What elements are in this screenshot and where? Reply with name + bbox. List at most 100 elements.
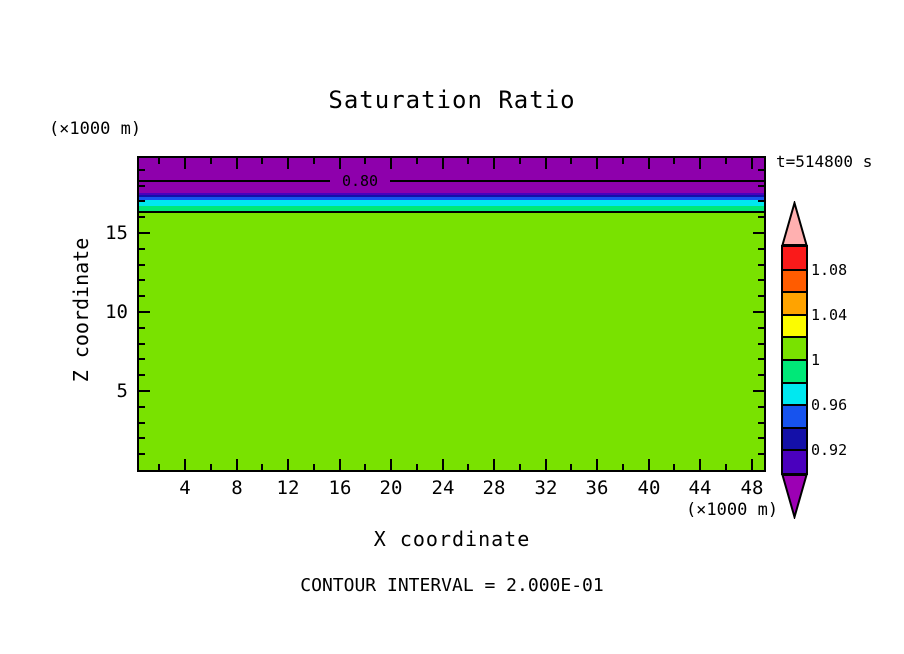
z-tick-label: 10 (105, 301, 128, 323)
z-tick-label: 5 (116, 380, 128, 402)
z-axis-tick (758, 200, 764, 202)
x-axis-tick (184, 158, 186, 169)
contour-band (139, 212, 764, 470)
x-axis-tick (493, 158, 495, 169)
colorbar-label: 1.08 (811, 261, 848, 279)
z-axis-tick (758, 295, 764, 297)
x-axis-tick (570, 158, 572, 164)
x-axis-tick (313, 158, 315, 164)
colorbar-boundary-line (783, 359, 806, 361)
x-axis-tick (390, 158, 392, 169)
x-tick-label: 8 (231, 477, 243, 499)
x-axis-tick (673, 464, 675, 470)
z-axis-tick (139, 169, 145, 171)
contour-line-080 (390, 180, 764, 182)
contour-band (139, 193, 764, 195)
z-axis-tick (753, 390, 764, 392)
colorbar-boundary-line (783, 314, 806, 316)
colorbar-boundary-line (783, 336, 806, 338)
x-axis-tick (622, 158, 624, 164)
z-axis-units-label: (×1000 m) (48, 119, 142, 139)
colorbar-boundary-line (783, 449, 806, 451)
x-axis-tick (519, 464, 521, 470)
colorbar-label: 0.92 (811, 441, 848, 459)
contour-band (139, 200, 764, 206)
x-axis-tick (570, 464, 572, 470)
colorbar-label: 1 (811, 351, 821, 369)
x-axis-tick (596, 158, 598, 169)
z-axis-tick (758, 437, 764, 439)
x-axis-title: X coordinate (373, 527, 531, 551)
z-axis-tick (139, 248, 145, 250)
x-axis-tick (725, 464, 727, 470)
colorbar-boundary-line (783, 427, 806, 429)
time-annotation: t=514800 s (776, 152, 873, 171)
colorbar-segment (783, 315, 806, 337)
plot-area: 0.80 (137, 156, 766, 472)
x-axis-tick (313, 464, 315, 470)
x-axis-tick (596, 459, 598, 470)
x-axis-tick (236, 459, 238, 470)
x-axis-tick (751, 459, 753, 470)
z-axis-tick (139, 295, 145, 297)
contour-line-080 (139, 180, 330, 182)
contour-band (139, 195, 764, 197)
x-axis-tick (699, 158, 701, 169)
x-tick-label: 48 (740, 477, 764, 499)
x-tick-label: 4 (179, 477, 191, 499)
z-axis-tick (139, 185, 145, 187)
x-tick-label: 28 (482, 477, 506, 499)
x-axis-tick (545, 459, 547, 470)
contour-line-100 (139, 211, 764, 213)
x-axis-tick (261, 158, 263, 164)
x-axis-tick (158, 158, 160, 164)
x-axis-tick (236, 158, 238, 169)
z-axis-tick (139, 200, 145, 202)
x-axis-units-label: (×1000 m) (685, 500, 779, 520)
z-axis-tick (139, 232, 150, 234)
contour-band (139, 158, 764, 193)
x-axis-tick (364, 464, 366, 470)
x-tick-label: 24 (431, 477, 455, 499)
z-axis-tick (139, 343, 145, 345)
z-axis-tick (139, 264, 145, 266)
x-axis-tick (416, 464, 418, 470)
z-axis-tick (758, 185, 764, 187)
x-tick-label: 32 (534, 477, 558, 499)
colorbar-segment (783, 405, 806, 428)
x-axis-tick (364, 158, 366, 164)
x-axis-tick (210, 464, 212, 470)
z-axis-tick (139, 453, 145, 455)
x-axis-tick (158, 464, 160, 470)
contour-band (139, 197, 764, 200)
z-axis-tick (758, 358, 764, 360)
x-axis-tick (287, 158, 289, 169)
x-axis-tick (467, 158, 469, 164)
z-axis-tick (139, 327, 145, 329)
x-axis-tick (622, 464, 624, 470)
colorbar-segment (783, 270, 806, 292)
colorbar-segment (783, 428, 806, 450)
z-axis-tick (139, 311, 150, 313)
contour-interval-label: CONTOUR INTERVAL = 2.000E-01 (300, 575, 604, 596)
z-axis-tick (758, 327, 764, 329)
z-axis-tick (139, 437, 145, 439)
x-axis-tick (648, 158, 650, 169)
z-axis-tick (758, 422, 764, 424)
contour-band (139, 206, 764, 212)
x-tick-label: 12 (276, 477, 300, 499)
x-tick-label: 40 (637, 477, 661, 499)
z-axis-tick (139, 374, 145, 376)
z-axis-tick (758, 343, 764, 345)
x-axis-tick (751, 158, 753, 169)
x-axis-tick (339, 158, 341, 169)
x-axis-tick (210, 158, 212, 164)
z-tick-label: 15 (105, 222, 128, 244)
x-tick-label: 20 (379, 477, 403, 499)
x-axis-tick (673, 158, 675, 164)
colorbar-label: 1.04 (811, 306, 848, 324)
x-axis-tick (648, 459, 650, 470)
z-axis-tick (758, 374, 764, 376)
z-axis-tick (139, 406, 145, 408)
x-axis-tick (390, 459, 392, 470)
